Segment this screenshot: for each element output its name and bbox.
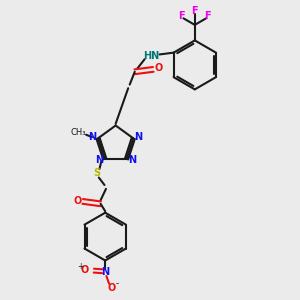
Text: HN: HN [143,51,159,61]
Text: F: F [205,11,211,21]
Text: F: F [178,11,185,21]
Text: F: F [191,5,198,16]
Text: O: O [73,196,81,206]
Text: CH₃: CH₃ [70,128,86,137]
Text: +: + [77,262,83,271]
Text: N: N [128,155,136,165]
Text: O: O [154,64,163,74]
Text: N: N [135,132,143,142]
Text: O: O [108,283,116,293]
Text: O: O [81,265,89,275]
Text: S: S [93,168,100,178]
Text: N: N [101,267,109,278]
Text: N: N [95,155,104,165]
Text: -: - [116,279,119,288]
Text: N: N [88,132,96,142]
